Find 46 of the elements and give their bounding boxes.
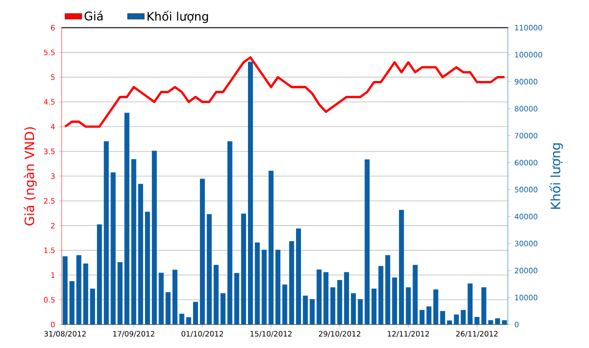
legend-label: Giá — [84, 10, 103, 20]
bar — [70, 280, 74, 324]
bar — [275, 250, 280, 324]
bar — [268, 170, 274, 324]
legend-label: Khối lượng — [148, 10, 208, 23]
y2-axis-title: Khối lượng — [549, 143, 563, 209]
bar — [310, 299, 315, 324]
bar — [90, 288, 96, 324]
bar — [302, 296, 308, 324]
bar — [323, 272, 328, 324]
bar — [282, 284, 288, 324]
bar — [248, 62, 253, 324]
bar — [214, 264, 219, 324]
bar — [392, 277, 398, 324]
y-axis-title: Giá (ngàn VND) — [24, 127, 37, 226]
bar — [316, 269, 322, 324]
bar — [495, 318, 500, 324]
bar — [118, 262, 122, 324]
bar — [138, 184, 144, 324]
bar — [474, 316, 480, 324]
bar — [131, 158, 136, 324]
bar — [193, 302, 198, 324]
bar — [172, 270, 178, 324]
bar — [372, 288, 376, 324]
bar — [206, 214, 212, 324]
bar — [96, 224, 102, 324]
bar — [166, 292, 171, 324]
bar — [460, 310, 466, 324]
bar — [200, 178, 205, 324]
bar — [468, 283, 473, 324]
bar — [241, 213, 246, 324]
bar — [378, 266, 384, 324]
bar — [145, 212, 150, 324]
bar — [296, 228, 301, 324]
bar — [289, 241, 294, 324]
bar — [454, 314, 459, 324]
bar — [344, 272, 350, 324]
bar — [426, 306, 432, 324]
bar — [447, 320, 452, 324]
bar — [62, 256, 68, 324]
bar — [399, 210, 404, 324]
bar — [420, 310, 425, 324]
bar — [220, 293, 226, 324]
bar — [124, 112, 130, 324]
bar — [385, 255, 390, 324]
bar — [350, 293, 356, 324]
